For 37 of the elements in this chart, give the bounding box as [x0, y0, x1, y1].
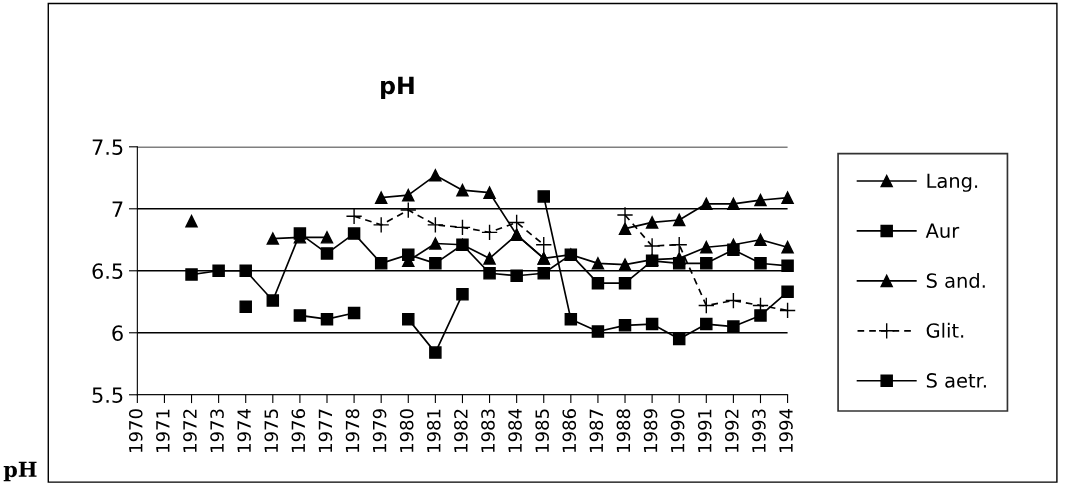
x-tick-label: 1976: [291, 409, 306, 452]
y-tick-label: 6: [112, 325, 123, 341]
x-tick-label: 1970: [128, 409, 143, 452]
legend-label: Aur: [925, 223, 960, 239]
x-tick-label: 1989: [643, 409, 658, 452]
x-tick-label: 1990: [670, 409, 685, 452]
x-tick-label: 1975: [264, 409, 279, 452]
x-tick-label: 1980: [399, 409, 414, 452]
chart-title: pH: [381, 76, 414, 99]
legend-label: Lang.: [927, 173, 978, 192]
x-tick-label: 1981: [426, 409, 441, 452]
x-tick-label: 1986: [562, 409, 577, 452]
x-tick-label: 1982: [454, 409, 468, 452]
x-tick-label: 1993: [752, 409, 766, 452]
y-tick-label: 7: [112, 201, 123, 217]
x-tick-label: 1985: [535, 409, 549, 452]
x-tick-label: 1983: [481, 409, 495, 452]
legend-label: S and.: [926, 272, 985, 288]
x-tick-label: 1977: [318, 409, 333, 452]
x-tick-label: 1987: [589, 409, 604, 452]
x-tick-label: 1974: [237, 408, 251, 452]
y-tick-label: 7.5: [92, 139, 123, 156]
x-tick-label: 1994: [779, 408, 793, 452]
x-tick-label: 1972: [183, 409, 197, 452]
x-tick-label: 1978: [345, 409, 360, 452]
x-tick-label: 1988: [616, 409, 631, 452]
x-tick-label: 1971: [156, 409, 170, 452]
x-tick-label: 1991: [697, 409, 712, 452]
x-tick-label: 1984: [508, 408, 522, 452]
legend-label: Glit.: [926, 322, 964, 338]
legend-label: S aetr.: [926, 373, 986, 388]
x-tick-label: 1973: [210, 409, 224, 452]
x-tick-label: 1979: [372, 409, 387, 452]
y-tick-label: 5.5: [92, 387, 123, 403]
y-tick-label: 6.5: [92, 263, 123, 279]
text: pH: [3, 461, 37, 482]
x-tick-label: 1992: [724, 409, 739, 452]
